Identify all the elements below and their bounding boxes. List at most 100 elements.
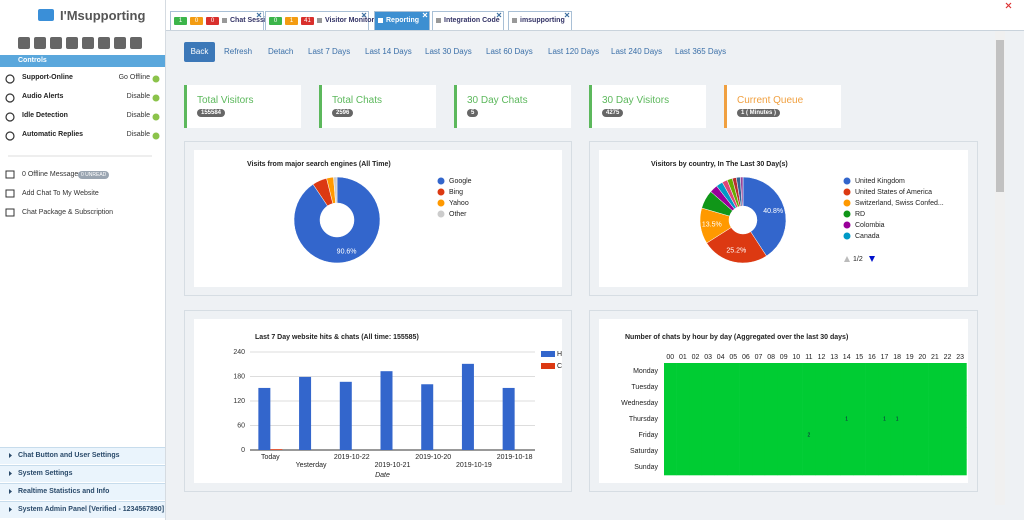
toolbar-link[interactable]: Last 120 Days [548,47,600,56]
menu-caret [9,453,12,458]
pie-slice [740,176,744,207]
link-icon [5,170,15,179]
hour-label: 16 [868,354,876,361]
heat-cell [941,363,955,380]
heat-cell [890,395,904,412]
heat-cell [664,363,677,380]
x-tick-label: 2019-10-22 [334,454,370,461]
heat-cell [815,411,829,428]
heat-cell [727,395,740,412]
heat-cell [764,395,778,412]
toolbar-link[interactable]: Refresh [224,47,253,56]
legend-label: H [557,351,562,358]
stat-title: 30 Day Visitors [602,95,670,106]
hour-label: 09 [780,354,788,361]
heat-cell [676,411,690,428]
menu-item[interactable]: Realtime Statistics and Info [0,483,165,500]
toolbar-link[interactable]: Last 240 Days [611,47,663,56]
heat-cell [764,411,778,428]
tab[interactable] [432,11,504,30]
toolbar-icon [34,37,46,49]
link-label[interactable]: 0 Offline Messages [22,171,82,178]
heat-cell [941,459,955,476]
heat-cell [714,363,728,380]
stat-value: 1 ( Minutes ) [737,109,781,117]
link-icon [5,189,15,198]
toolbar-link[interactable]: Last 60 Days [486,47,533,56]
toolbar-link[interactable]: Last 7 Days [308,47,351,56]
day-label: Sunday [634,464,658,471]
pie-slice [706,227,767,264]
heat-cell [714,395,728,412]
link-label[interactable]: Add Chat To My Website [22,190,99,197]
back-button[interactable]: Back [184,42,215,62]
tab-icon [378,18,383,23]
heat-cell [714,427,728,444]
bar [461,363,474,450]
logo-icon [38,9,54,21]
heat-cell [916,459,929,476]
heat-cell [802,427,816,444]
heat-cell [701,459,715,476]
tab-close [564,12,570,18]
hour-label: 21 [931,354,939,361]
heat-cell [953,427,967,444]
hour-label: 10 [792,354,800,361]
menu-item[interactable]: System Settings [0,465,165,482]
sidebar [0,0,166,520]
control-icon [5,74,15,84]
toolbar-link[interactable]: Last 365 Days [675,47,727,56]
status-dot [152,113,160,121]
heat-cell [903,427,917,444]
heat-cell [777,379,791,396]
heat-cell [815,395,829,412]
toolbar-link[interactable]: Detach [268,47,294,56]
heat-cell [840,443,854,460]
heat-cell [878,427,892,444]
menu-item[interactable]: Chat Button and User Settings [0,447,165,464]
menu-item[interactable]: System Admin Panel [Verified - 123456789… [0,501,165,518]
heat-cell [777,427,791,444]
heat-cell [941,443,955,460]
control-action[interactable]: Disable [126,112,150,119]
chart-title: Visitors by country, In The Last 30 Day(… [651,161,788,168]
tab[interactable] [508,11,572,30]
toolbar-link[interactable]: Last 30 Days [425,47,472,56]
heat-cell [764,459,778,476]
stat-value: 5 [467,109,479,117]
heat-cell [878,411,892,428]
x-tick-label: Today [261,454,280,461]
heat-cell [664,427,677,444]
heat-cell [840,379,854,396]
hour-label: 05 [729,354,737,361]
heat-cell [916,395,929,412]
tab[interactable] [374,11,430,30]
control-action[interactable]: Disable [126,131,150,138]
heat-cell [928,411,942,428]
heat-cell [853,411,866,428]
toolbar-link[interactable]: Last 14 Days [365,47,412,56]
toolbar-icon [50,37,62,49]
heat-cell [689,395,703,412]
bar [380,371,393,450]
x-axis-title: Date [375,472,390,479]
status-dot [152,75,160,83]
heat-cell [865,443,879,460]
heat-cell [664,443,677,460]
heat-cell [827,411,841,428]
legend-next [869,256,875,262]
stat-title: Total Visitors [197,95,254,106]
x-tick-label: 2019-10-18 [497,454,533,461]
control-action[interactable]: Go Offline [118,74,150,81]
stat-title: Current Queue [737,95,804,106]
heat-cell [853,443,866,460]
heat-cell [764,443,778,460]
hour-label: 03 [704,354,712,361]
heat-cell [727,443,740,460]
link-label[interactable]: Chat Package & Subscription [22,209,114,216]
control-action[interactable]: Disable [126,93,150,100]
heat-cell [928,427,942,444]
menu-caret [9,489,12,494]
heat-cell [777,411,791,428]
